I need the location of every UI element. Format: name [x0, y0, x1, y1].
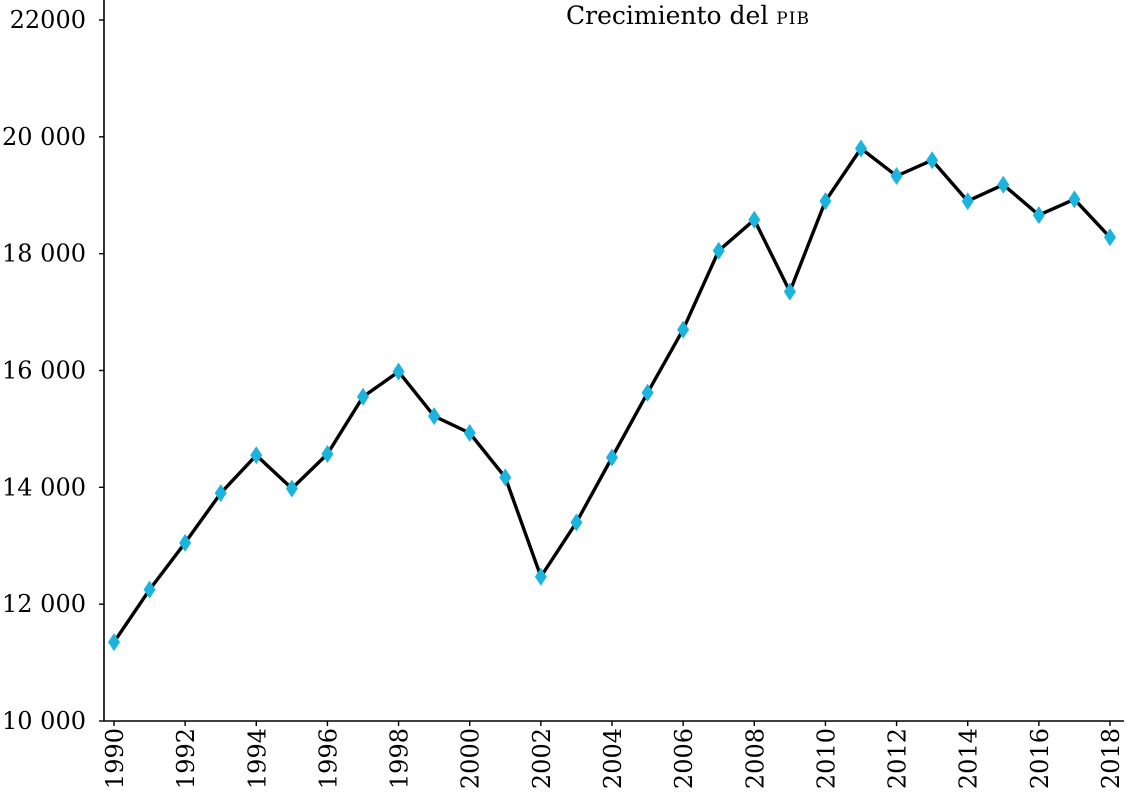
data-point-2018 [1104, 228, 1116, 247]
data-point-2000 [463, 424, 476, 443]
y-tick-label: 12 000 [2, 590, 86, 618]
data-point-1998 [392, 362, 405, 381]
data-point-1991 [143, 580, 156, 599]
data-point-2004 [606, 448, 618, 467]
x-axis: 1990 1992 1994 1996 1998 2000 2002 2004 2006 2008… [101, 720, 1125, 789]
data-point-2014 [961, 192, 974, 211]
data-point-2008 [748, 210, 761, 229]
data-point-1990 [108, 633, 120, 652]
chart-title: Crecimiento del PIB [566, 1, 810, 30]
x-tick-label: 2004 [599, 728, 627, 789]
x-tick-label: 2012 [884, 728, 912, 789]
plot-series [108, 139, 1116, 652]
x-tick-label: 2000 [457, 728, 485, 789]
data-point-2016 [1032, 206, 1045, 225]
y-tick-label: 10 000 [2, 707, 86, 735]
y-tick-label: 16 000 [2, 357, 86, 385]
data-point-1994 [250, 446, 263, 465]
y-axis: 10 000 12 000 14 000 16 000 18 000 20 000 2200… [2, 0, 105, 735]
data-point-2001 [499, 468, 512, 487]
y-tick-label: 22000 [10, 6, 86, 34]
data-point-1999 [428, 407, 441, 426]
x-tick-label: 2010 [812, 728, 840, 789]
y-tick-label: 14 000 [2, 473, 86, 501]
y-tick-label: 18 000 [2, 240, 86, 268]
data-point-2012 [890, 166, 903, 185]
data-point-2010 [819, 192, 832, 211]
x-tick-label: 1994 [243, 728, 271, 789]
x-tick-label: 1998 [386, 728, 414, 789]
x-tick-label: 2016 [1026, 728, 1054, 789]
data-point-1992 [179, 533, 192, 552]
x-tick-label: 2018 [1097, 728, 1125, 789]
x-tick-label: 2014 [955, 728, 983, 789]
data-point-2007 [712, 241, 725, 260]
data-point-1995 [285, 479, 298, 498]
data-point-2006 [677, 320, 690, 339]
data-point-1997 [357, 387, 369, 406]
data-point-2003 [570, 513, 583, 532]
y-tick-label: 20 000 [2, 123, 86, 151]
x-tick-label: 2006 [670, 728, 698, 789]
data-point-2017 [1068, 190, 1081, 209]
x-tick-label: 1990 [101, 728, 129, 789]
x-tick-label: 1996 [314, 728, 342, 789]
data-point-2005 [641, 383, 654, 402]
x-tick-label: 1992 [172, 728, 200, 789]
data-point-1993 [214, 484, 227, 503]
data-point-2011 [855, 139, 867, 158]
x-tick-label: 2008 [741, 728, 769, 789]
series-line [112, 146, 1112, 644]
data-point-2013 [926, 151, 939, 170]
data-point-2009 [783, 282, 796, 301]
x-tick-label: 2002 [528, 728, 556, 789]
data-point-2015 [997, 175, 1010, 194]
data-point-1996 [321, 445, 334, 464]
data-point-2002 [534, 567, 547, 586]
